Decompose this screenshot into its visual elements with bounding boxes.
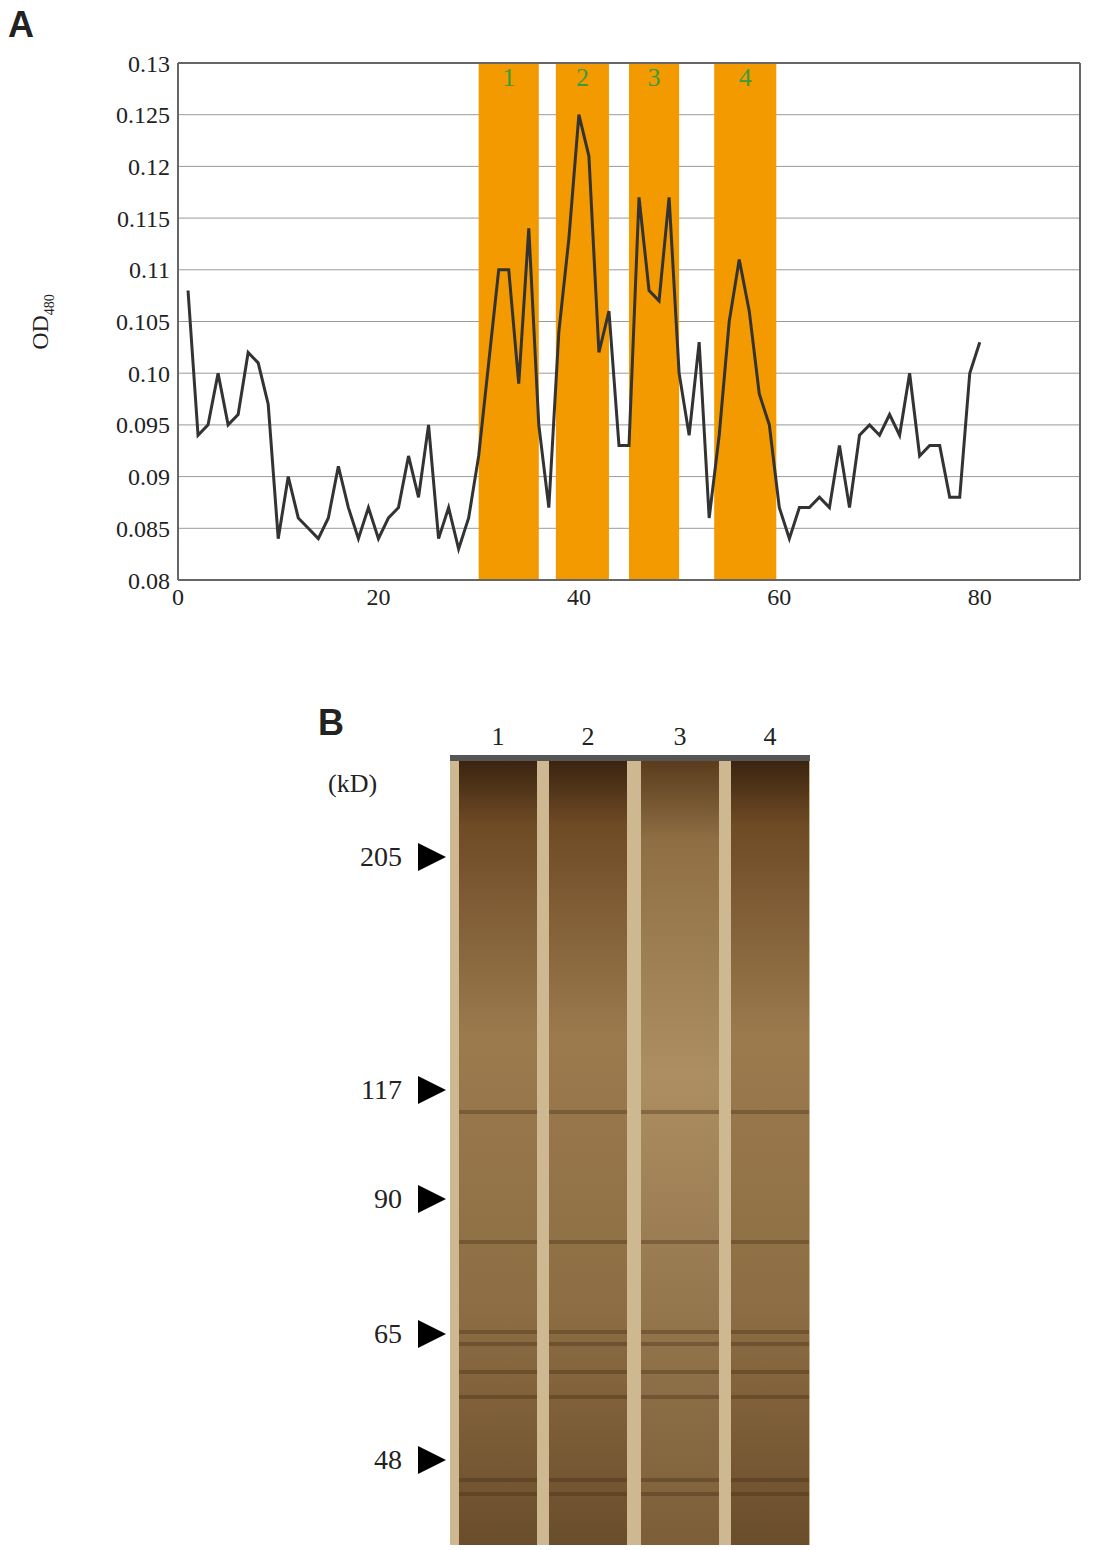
svg-text:4: 4 [764,722,777,751]
svg-text:80: 80 [968,584,992,610]
svg-text:205: 205 [360,841,402,872]
svg-text:0.125: 0.125 [116,102,170,128]
svg-text:2: 2 [576,63,589,92]
svg-text:0.095: 0.095 [116,412,170,438]
svg-text:48: 48 [374,1444,402,1475]
svg-text:90: 90 [374,1183,402,1214]
svg-text:0.09: 0.09 [128,464,170,490]
svg-text:0.115: 0.115 [117,206,170,232]
svg-text:(kD): (kD) [328,769,377,798]
svg-text:0.085: 0.085 [116,516,170,542]
svg-text:1: 1 [502,63,515,92]
svg-text:0.08: 0.08 [128,568,170,594]
svg-text:0.11: 0.11 [129,257,170,283]
svg-text:0: 0 [172,584,184,610]
svg-text:1: 1 [492,722,505,751]
svg-text:3: 3 [674,722,687,751]
svg-text:3: 3 [648,63,661,92]
svg-text:0.105: 0.105 [116,309,170,335]
svg-text:4: 4 [739,63,752,92]
svg-text:OD480: OD480 [27,294,57,350]
svg-text:40: 40 [567,584,591,610]
svg-text:0.12: 0.12 [128,154,170,180]
svg-text:0.10: 0.10 [128,361,170,387]
svg-text:B: B [318,702,344,743]
svg-text:65: 65 [374,1318,402,1349]
svg-text:20: 20 [366,584,390,610]
svg-text:60: 60 [767,584,791,610]
html-text:A: A [8,4,34,45]
svg-text:117: 117 [361,1074,402,1105]
svg-text:2: 2 [582,722,595,751]
svg-text:0.13: 0.13 [128,51,170,77]
